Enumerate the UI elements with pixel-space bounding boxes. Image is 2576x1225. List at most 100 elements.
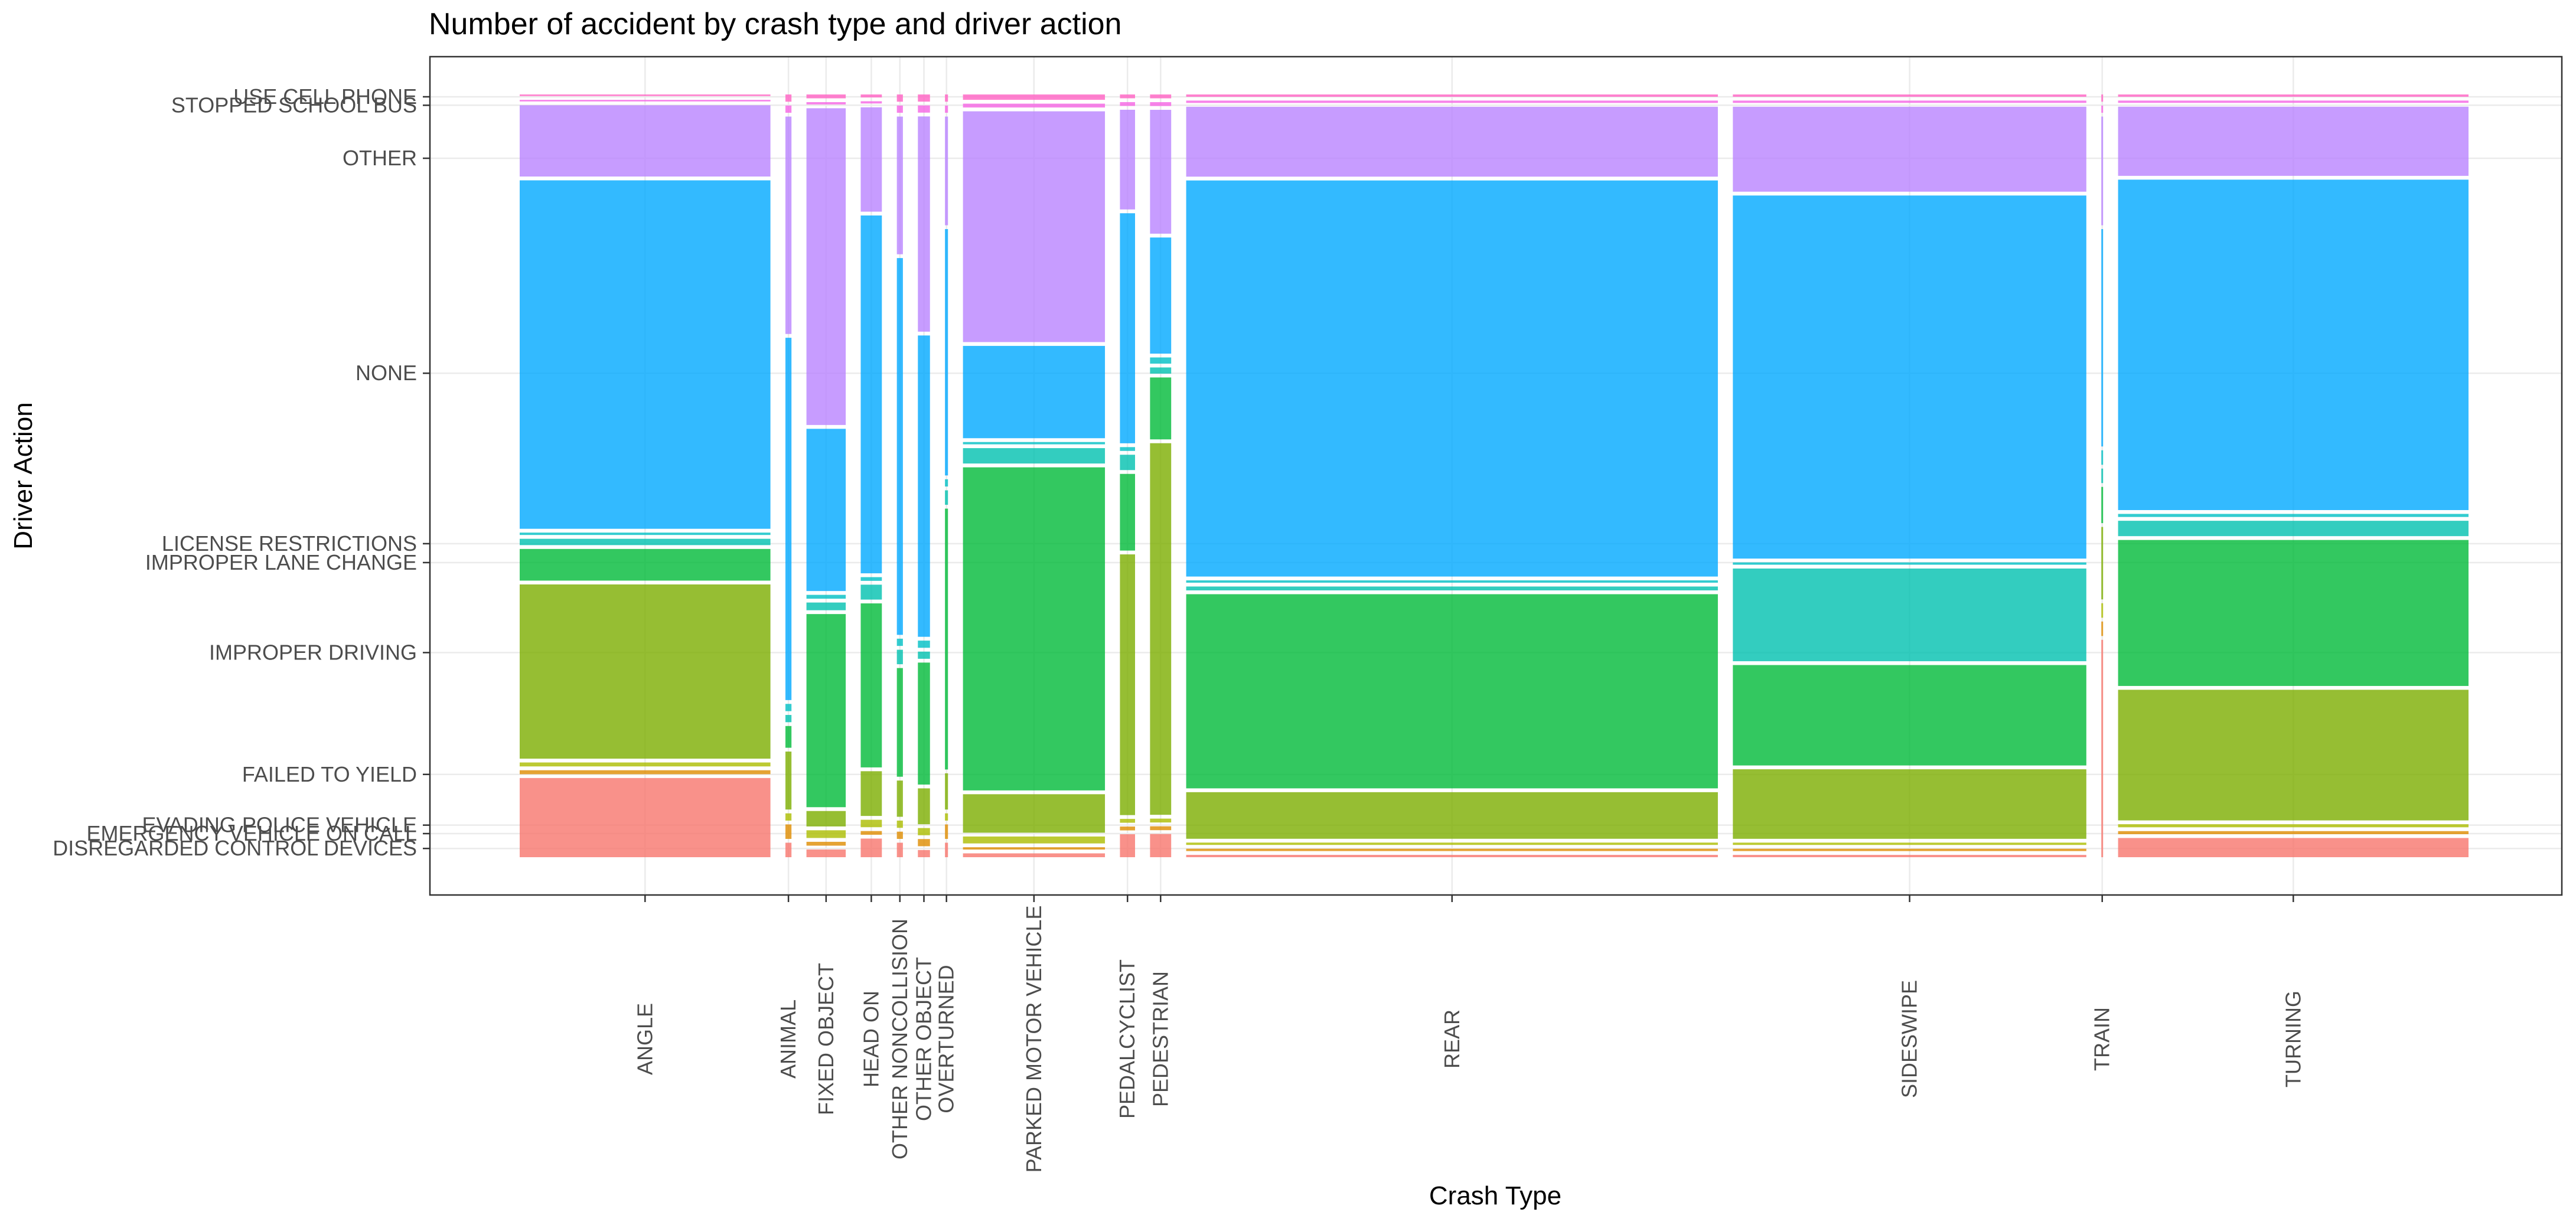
mosaic-tile xyxy=(1150,377,1172,440)
mosaic-tile xyxy=(945,105,948,113)
mosaic-tile xyxy=(806,811,846,827)
y-tick-label: EMERGENCY VEHICLE ON CALL xyxy=(87,821,418,845)
mosaic-tile xyxy=(1120,554,1136,815)
mosaic-tile xyxy=(2101,94,2104,102)
mosaic-tile xyxy=(2118,831,2469,835)
mosaic-tile xyxy=(1186,594,1718,789)
mosaic-tile xyxy=(1733,842,2086,845)
mosaic-tile xyxy=(963,847,1106,850)
mosaic-tile xyxy=(2101,468,2104,484)
mosaic-tile xyxy=(860,831,882,835)
mosaic-tile xyxy=(896,105,903,113)
mosaic-tile xyxy=(860,94,882,98)
mosaic-tile xyxy=(806,429,846,592)
mosaic-tile xyxy=(1186,792,1718,839)
y-tick-label: NONE xyxy=(356,361,417,385)
mosaic-tile xyxy=(860,215,882,574)
mosaic-tile xyxy=(1186,100,1718,103)
x-axis: ANGLE ANIMAL FIXED OBJECT HEAD ON OTHER NONC… xyxy=(632,895,2305,1172)
mosaic-tile xyxy=(2118,514,2469,517)
mosaic-tile xyxy=(520,94,771,96)
mosaic-tile xyxy=(963,94,1106,100)
mosaic-tile xyxy=(785,824,792,839)
y-tick-label: FAILED TO YIELD xyxy=(242,762,417,786)
mosaic-tile xyxy=(1733,562,2086,565)
mosaic-tile xyxy=(945,773,948,810)
mosaic-tile xyxy=(1733,665,2086,766)
plot-panel-border xyxy=(429,55,2563,896)
mosaic-tile xyxy=(520,105,771,177)
mosaic-tile xyxy=(860,107,882,212)
mosaic-tile xyxy=(1120,102,1136,106)
mosaic-tile xyxy=(963,345,1106,439)
mosaic-tile xyxy=(806,841,846,846)
mosaic-tile xyxy=(806,102,846,104)
mosaic-tile xyxy=(945,229,948,476)
mosaic-tile xyxy=(1120,213,1136,443)
x-tick-label: PEDESTRIAN xyxy=(1148,971,1172,1107)
mosaic-tile xyxy=(2118,540,2469,686)
mosaic-tile xyxy=(2101,603,2104,618)
mosaic-tile xyxy=(785,752,792,810)
mosaic-tile xyxy=(945,116,948,226)
mosaic-tile xyxy=(806,614,846,808)
mosaic-tile xyxy=(860,603,882,767)
mosaic-tile xyxy=(2118,838,2469,857)
mosaic-tile xyxy=(918,850,930,857)
x-tick-label: ANIMAL xyxy=(776,999,800,1079)
mosaic-tile xyxy=(1120,447,1136,451)
mosaic-tile xyxy=(945,842,948,857)
mosaic-tile xyxy=(1120,819,1136,823)
x-tick-label: REAR xyxy=(1440,1010,1464,1069)
mosaic-tile xyxy=(2101,621,2104,636)
mosaic-tile xyxy=(1186,94,1718,97)
y-tick-label: EVADING POLICE VEHICLE xyxy=(142,813,417,837)
mosaic-tile xyxy=(2118,100,2469,103)
mosaic-tile xyxy=(1186,180,1718,577)
mosaic-tile xyxy=(806,830,846,838)
x-tick-label: ANGLE xyxy=(632,1003,657,1075)
mosaic-tile xyxy=(896,780,903,817)
mosaic-tile xyxy=(520,584,771,759)
mosaic-tile xyxy=(806,849,846,857)
mosaic-tile xyxy=(1150,826,1172,831)
mosaic-tile xyxy=(2101,450,2104,465)
mosaic-tile xyxy=(1186,106,1718,177)
mosaic-tile xyxy=(918,641,930,648)
mosaic-tile xyxy=(1186,842,1718,845)
mosaic-tile xyxy=(1733,848,2086,851)
mosaic-tile xyxy=(1120,473,1136,551)
mosaic-tile xyxy=(918,116,930,332)
mosaic-tile xyxy=(963,103,1106,108)
mosaic-tile xyxy=(806,94,846,99)
mosaic-tile xyxy=(2101,229,2104,447)
mosaic-tile xyxy=(963,448,1106,464)
mosaic-tile xyxy=(860,584,882,600)
y-tick-label: DISREGARDED CONTROL DEVICES xyxy=(53,836,417,860)
x-tick-label: HEAD ON xyxy=(859,991,883,1087)
x-tick-label: OTHER NONCOLLISION xyxy=(888,919,912,1159)
mosaic-tile xyxy=(785,105,792,113)
mosaic-tile xyxy=(806,108,846,425)
mosaic-tile xyxy=(1733,100,2086,103)
mosaic-tile xyxy=(2118,106,2469,176)
mosaic-tile xyxy=(2101,639,2104,857)
mosaic-tile xyxy=(2118,179,2469,511)
mosaic-tile xyxy=(1186,855,1718,857)
mosaic-tile xyxy=(896,649,903,665)
mosaic-tile xyxy=(520,180,771,529)
mosaic-tile xyxy=(1733,94,2086,97)
y-tick-label: LICENSE RESTRICTIONS xyxy=(162,531,417,556)
y-axis-title: Driver Action xyxy=(9,402,38,549)
mosaic-tile xyxy=(945,479,948,487)
mosaic-tile xyxy=(1733,855,2086,857)
x-tick-label: SIDESWIPE xyxy=(1897,980,1922,1098)
mosaic-tile xyxy=(2118,690,2469,821)
chart-title: Number of accident by crash type and dri… xyxy=(429,7,1121,41)
x-tick-label: TURNING xyxy=(2281,991,2305,1087)
mosaic-tile xyxy=(963,836,1106,844)
mosaic-tile xyxy=(1150,357,1172,364)
y-tick-label: IMPROPER LANE CHANGE xyxy=(145,550,417,574)
mosaic-tile xyxy=(1186,848,1718,851)
mosaic-tile xyxy=(806,602,846,610)
